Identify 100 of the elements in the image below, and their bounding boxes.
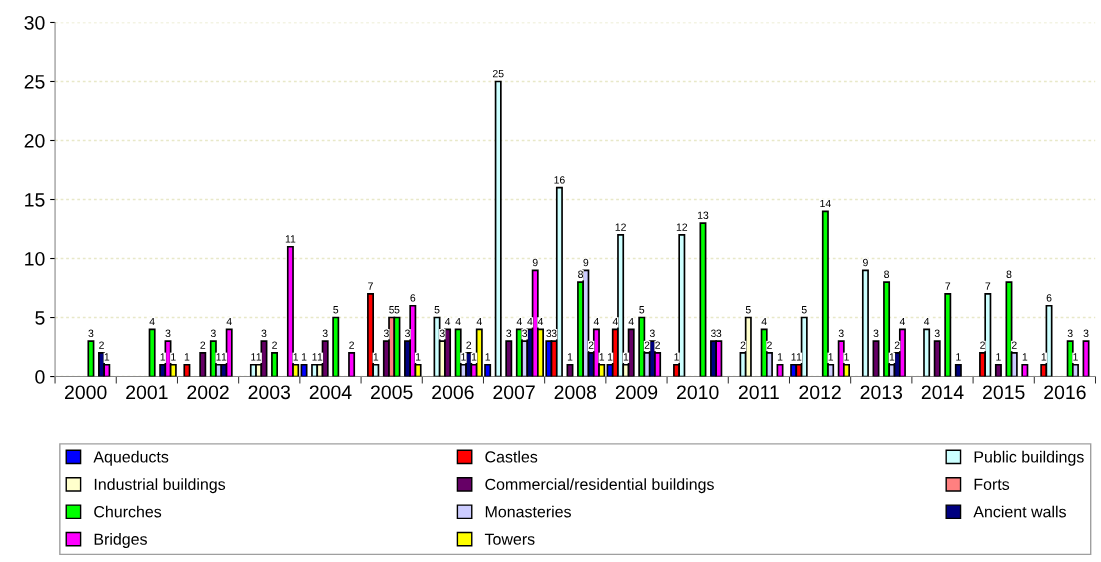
data-label: 1 [171, 353, 176, 361]
legend-label: Monasteries [485, 505, 571, 518]
data-label: 1 [844, 353, 849, 361]
data-label: 1 [1022, 353, 1028, 361]
bar [1021, 363, 1029, 377]
data-label: 2 [200, 341, 206, 349]
data-label: 3 [873, 329, 879, 337]
data-label: 2 [644, 341, 650, 349]
data-label: 3 [88, 329, 94, 337]
data-label: 3 [165, 329, 171, 337]
data-label: 3 [551, 329, 557, 337]
data-label: 5 [745, 306, 751, 314]
data-label: 1 [104, 353, 110, 361]
data-label: 2 [349, 341, 354, 349]
y-tick-label: 30 [24, 15, 45, 30]
data-label: 7 [985, 282, 991, 290]
data-label: 2 [99, 341, 104, 349]
bar [348, 352, 356, 377]
bar [300, 363, 308, 377]
bar [199, 352, 207, 377]
data-label: 2 [894, 341, 900, 349]
data-label: 1 [373, 353, 379, 361]
bar [861, 269, 869, 377]
data-label: 13 [697, 211, 709, 219]
data-label: 1 [256, 353, 262, 361]
data-label: 14 [820, 199, 831, 208]
data-label: 9 [583, 258, 589, 267]
bar [944, 293, 952, 377]
data-label: 3 [838, 329, 844, 337]
bar [1082, 340, 1090, 377]
x-tick-label: 2009 [615, 385, 658, 400]
legend-label: Commercial/residential buildings [485, 478, 714, 494]
data-label: 1 [293, 353, 299, 361]
data-label: 3 [934, 329, 940, 337]
data-label: 8 [578, 270, 583, 278]
legend-label: Churches [94, 505, 162, 518]
data-label: 1 [796, 353, 802, 361]
legend-label: Bridges [94, 533, 147, 549]
data-label: 1 [791, 353, 797, 361]
x-tick-label: 2015 [983, 385, 1025, 400]
bar [87, 340, 95, 377]
bar [923, 328, 931, 377]
data-label: 3 [383, 329, 389, 337]
data-label: 3 [506, 329, 512, 337]
data-label: 1 [216, 353, 222, 361]
data-label: 3 [1083, 329, 1089, 337]
x-tick-label: 2004 [309, 385, 352, 400]
x-tick-label: 2010 [677, 385, 719, 400]
x-tick-label: 2013 [860, 385, 903, 400]
data-label: 2 [767, 341, 772, 349]
data-label: 1 [996, 353, 1001, 361]
y-tick-label: 5 [35, 311, 45, 325]
data-label: 3 [711, 329, 716, 337]
data-label: 4 [923, 317, 930, 326]
bar [699, 222, 707, 377]
data-label: 3 [439, 329, 445, 337]
legend-label: Public buildings [974, 450, 1084, 466]
data-label: 1 [777, 353, 783, 361]
data-label: 1 [674, 353, 679, 361]
bar [898, 328, 906, 377]
data-label: 1 [301, 353, 307, 361]
data-label: 3 [1067, 329, 1073, 337]
x-tick-label: 2011 [738, 385, 779, 400]
legend-label: Castles [485, 450, 538, 463]
bar [332, 316, 340, 377]
data-label: 1 [312, 353, 317, 361]
bar [505, 340, 513, 377]
data-label: 1 [251, 353, 256, 361]
x-tick-label: 2016 [1044, 385, 1086, 400]
data-label: 1 [889, 353, 895, 361]
data-label: 1 [956, 353, 961, 361]
data-label: 7 [945, 282, 951, 290]
data-label: 4 [899, 317, 906, 326]
bar [638, 316, 646, 377]
data-label: 7 [368, 282, 373, 290]
data-label: 4 [761, 317, 767, 326]
data-label: 4 [537, 317, 544, 326]
data-label: 1 [461, 353, 466, 361]
x-tick-label: 2001 [126, 385, 168, 400]
legend-label: Towers [484, 533, 535, 545]
y-tick-label: 15 [25, 193, 45, 207]
data-label: 1 [599, 353, 605, 361]
data-label: 11 [285, 235, 296, 243]
data-label: 8 [1006, 270, 1012, 278]
data-label: 6 [1046, 294, 1052, 302]
x-tick-label: 2008 [554, 385, 597, 400]
data-label: 3 [546, 329, 552, 337]
data-label: 3 [522, 329, 528, 337]
data-label: 1 [1073, 353, 1078, 361]
bar [148, 328, 156, 377]
data-label: 1 [623, 353, 629, 361]
data-label: 25 [492, 69, 504, 78]
x-tick-label: 2005 [371, 385, 413, 400]
x-tick-label: 2003 [248, 385, 291, 400]
legend-label: Aqueducts [93, 450, 169, 466]
data-label: 4 [226, 317, 232, 326]
data-label: 3 [261, 329, 267, 337]
x-tick-label: 2000 [65, 385, 107, 400]
data-label: 12 [676, 223, 688, 231]
data-label: 12 [615, 223, 626, 231]
